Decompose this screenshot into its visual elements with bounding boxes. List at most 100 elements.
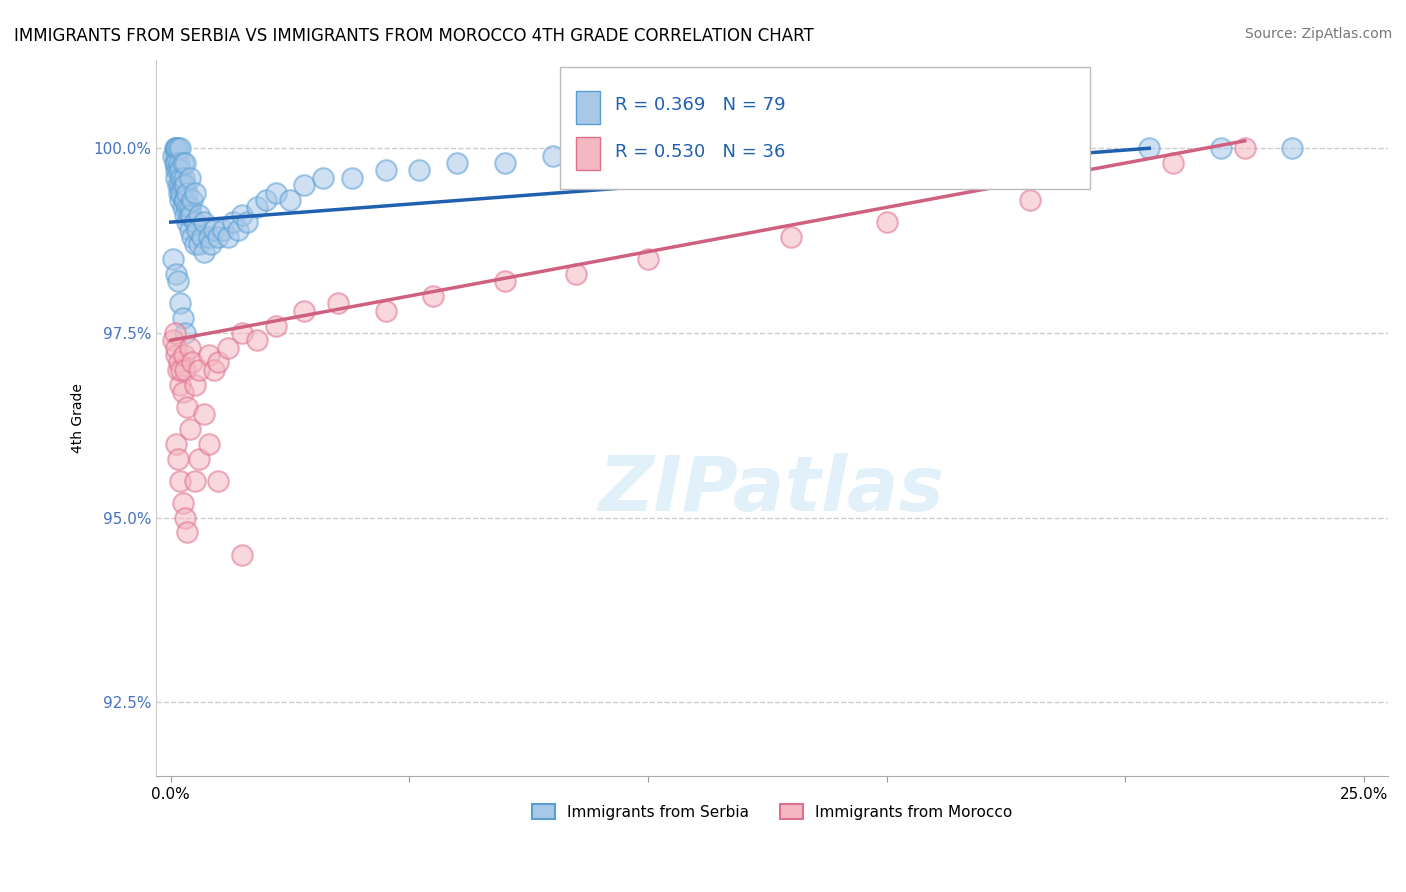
Point [166,156,188,170]
Point [173,348,195,362]
Point [179,200,201,214]
Point [169,193,191,207]
Point [183,377,205,392]
Point [207,230,229,244]
Point [494,156,516,170]
Text: IMMIGRANTS FROM SERBIA VS IMMIGRANTS FROM MOROCCO 4TH GRADE CORRELATION CHART: IMMIGRANTS FROM SERBIA VS IMMIGRANTS FRO… [14,27,814,45]
Point [169,474,191,488]
Point [193,244,215,259]
Point [163,326,186,340]
Point [231,208,253,222]
Point [172,384,194,399]
Point [198,230,221,244]
Point [637,252,659,266]
Point [278,193,301,207]
Point [294,178,316,193]
Point [1209,141,1232,155]
Point [202,222,225,236]
FancyBboxPatch shape [560,67,1090,189]
Point [165,141,187,155]
Point [181,230,204,244]
Point [169,355,191,369]
Point [422,289,444,303]
Point [167,163,190,178]
Point [191,230,214,244]
Point [174,156,197,170]
Point [613,148,636,162]
Point [900,141,922,155]
Point [685,141,707,155]
Point [169,178,191,193]
Point [446,156,468,170]
Point [231,548,253,562]
Point [326,296,349,310]
Point [172,156,194,170]
Point [179,422,201,436]
Point [188,363,211,377]
Point [217,341,239,355]
Point [163,141,186,155]
Point [312,170,335,185]
Point [200,237,222,252]
Point [264,186,287,200]
Point [169,296,191,310]
Point [876,215,898,229]
Point [162,148,184,162]
Point [165,436,187,450]
Point [780,230,803,244]
Point [174,178,197,193]
Point [780,141,803,155]
Point [198,436,221,450]
Point [212,222,235,236]
Point [170,186,193,200]
Point [176,525,198,540]
Point [541,148,564,162]
Point [294,303,316,318]
Text: Source: ZipAtlas.com: Source: ZipAtlas.com [1244,27,1392,41]
Point [246,334,269,348]
Point [165,267,187,281]
Point [169,377,191,392]
Point [193,407,215,421]
Point [173,193,195,207]
Point [226,222,249,236]
Point [170,363,193,377]
Point [202,363,225,377]
Point [236,215,259,229]
Point [179,222,201,236]
Point [1137,141,1160,155]
Point [162,334,184,348]
Point [167,451,190,466]
Point [408,163,430,178]
Point [176,186,198,200]
FancyBboxPatch shape [576,91,600,124]
Point [172,311,194,326]
Point [188,237,211,252]
Point [183,237,205,252]
Point [1233,141,1256,155]
Point [165,348,187,362]
Point [264,318,287,333]
Point [173,170,195,185]
Point [1281,141,1303,155]
Point [179,170,201,185]
Point [217,230,239,244]
Point [972,141,994,155]
Point [207,474,229,488]
Point [174,326,197,340]
Point [169,186,191,200]
Text: ZIPatlas: ZIPatlas [599,452,945,526]
Point [169,163,191,178]
Point [340,170,363,185]
Point [167,363,190,377]
Point [165,163,187,178]
Point [162,252,184,266]
Point [494,274,516,288]
Point [188,451,211,466]
Point [172,496,194,510]
Point [167,178,190,193]
Legend: Immigrants from Serbia, Immigrants from Morocco: Immigrants from Serbia, Immigrants from … [526,797,1018,826]
Point [174,363,197,377]
Point [565,267,588,281]
Point [198,348,221,362]
